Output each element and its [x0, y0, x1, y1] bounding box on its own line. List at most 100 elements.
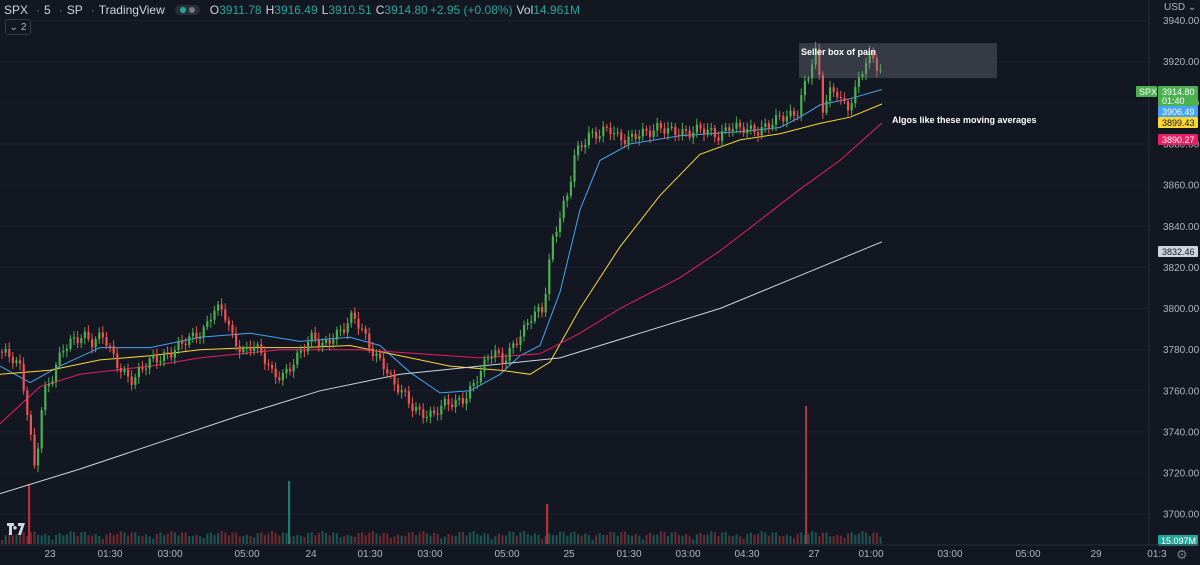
candle-body: [620, 132, 623, 141]
volume-bar: [303, 537, 306, 544]
volume-bar: [123, 532, 126, 544]
symbol-tag-bg: [1136, 86, 1157, 97]
volume-bar: [645, 534, 648, 544]
price-axis[interactable]: 3940.003920.003900.003880.003860.003840.…: [1136, 0, 1200, 565]
volume-bar: [454, 535, 457, 544]
candle-body: [256, 344, 259, 347]
volume-bar: [440, 538, 443, 544]
volume-bar: [836, 534, 839, 544]
candle-body: [728, 127, 731, 131]
candle-body: [530, 321, 533, 323]
candle-body: [566, 195, 569, 201]
volume-bar: [742, 538, 745, 544]
candle-body: [343, 329, 346, 333]
volume-bar: [235, 532, 238, 544]
time-tick-label: 01:30: [357, 549, 382, 560]
volume-bar: [231, 532, 234, 544]
volume-bar: [296, 534, 299, 544]
candle-body: [429, 410, 432, 417]
volume-bar: [685, 534, 688, 544]
volume-bar: [782, 536, 785, 544]
candle-body: [328, 339, 331, 344]
volume-bar: [638, 535, 641, 544]
volume-bar: [271, 531, 274, 544]
candle-body: [865, 63, 868, 74]
candle-body: [767, 123, 770, 128]
volume-bar: [850, 532, 853, 544]
volume-bar: [195, 534, 198, 544]
candle-body: [731, 129, 734, 131]
moving-averages: [0, 89, 883, 495]
seller-box: [799, 43, 997, 79]
symbol-name[interactable]: SPX: [4, 3, 29, 17]
candle-body: [857, 77, 860, 87]
volume-bar: [8, 533, 11, 544]
volume-bar: [328, 535, 331, 544]
annotations: Seller box of pain Algos like these movin…: [799, 43, 1037, 125]
candle-body: [47, 384, 50, 387]
candle-body: [613, 133, 616, 135]
volume-bar: [163, 535, 166, 544]
candle-body: [181, 341, 184, 344]
high-label: H: [265, 3, 275, 17]
candle-body: [501, 352, 504, 364]
candle-body: [638, 136, 641, 140]
volume-bar: [469, 532, 472, 544]
candle-body: [555, 231, 558, 237]
volume-bar: [771, 532, 774, 544]
candle-body: [350, 312, 353, 324]
volume-bar: [411, 532, 414, 544]
volume-bar: [181, 532, 184, 544]
candle-body: [631, 133, 634, 137]
candle-body: [145, 368, 148, 370]
volume-spike: [28, 484, 31, 544]
volume-bar: [494, 536, 497, 544]
candle-body: [119, 367, 122, 372]
moving-average-line: [0, 241, 883, 495]
candle-body: [868, 51, 871, 64]
candle-body: [422, 409, 425, 418]
volume-bar: [472, 531, 475, 544]
interval[interactable]: 5: [44, 3, 51, 17]
market-status-icon[interactable]: [174, 5, 200, 15]
candle-body: [854, 86, 857, 104]
candle-body: [433, 410, 436, 414]
volume-bar: [778, 535, 781, 544]
volume-bar: [321, 531, 324, 544]
gear-icon[interactable]: ⚙: [1176, 547, 1188, 562]
candle-body: [742, 127, 745, 134]
price-tick-label: 3760.00: [1163, 386, 1200, 397]
volume-bar: [159, 532, 162, 544]
low-label: L: [321, 3, 329, 17]
volume-bar: [436, 533, 439, 544]
candle-body: [559, 218, 562, 232]
volume-bar: [55, 534, 58, 544]
volume-bar: [206, 533, 209, 544]
candle-body: [177, 341, 180, 351]
time-axis[interactable]: 23 01:30 03:00 05:00 24 01:30 03:00 05:00 25 01:3…: [0, 544, 1200, 560]
moving-average-line: [0, 89, 883, 394]
volume-bar: [58, 533, 61, 544]
candle-body: [656, 123, 659, 131]
volume-bar: [713, 532, 716, 544]
volume-bar: [569, 532, 572, 544]
volume-bar: [559, 531, 562, 544]
candle-body: [130, 376, 133, 386]
candle-body: [191, 332, 194, 337]
candle-body: [296, 352, 299, 365]
volume-bar: [397, 534, 400, 544]
tradingview-logo-icon[interactable]: [7, 523, 25, 535]
candle-body: [76, 337, 79, 344]
candle-body: [807, 78, 810, 81]
indicator-collapse-button[interactable]: ⌄ 2: [5, 19, 31, 35]
volume-bar: [130, 532, 133, 544]
candle-body: [15, 360, 18, 364]
currency-selector[interactable]: USD ⌄: [1164, 2, 1196, 13]
candle-body: [137, 367, 140, 378]
volume-bar: [620, 532, 623, 544]
volume-bar: [37, 534, 40, 544]
candle-body: [271, 365, 274, 369]
price-tick-label: 3780.00: [1163, 345, 1200, 356]
volume-bar: [616, 535, 619, 544]
